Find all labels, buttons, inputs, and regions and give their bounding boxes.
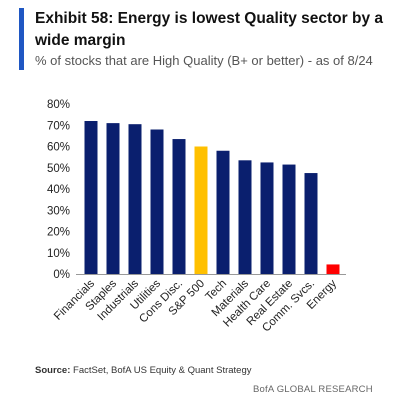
y-tick-label: 10%	[47, 248, 70, 260]
bar-real-estate	[282, 164, 296, 274]
y-tick-label: 30%	[47, 205, 70, 217]
bar-staples	[106, 123, 120, 274]
bar-cons-disc	[172, 139, 186, 274]
bar-industrials	[128, 124, 142, 274]
y-tick-label: 40%	[47, 184, 70, 196]
chart-subtitle: % of stocks that are High Quality (B+ or…	[35, 53, 373, 68]
bar-health-care	[260, 162, 274, 274]
y-tick-label: 80%	[47, 99, 70, 111]
bar-financials	[84, 121, 98, 274]
title-accent-bar	[19, 8, 24, 70]
source-label: Source:	[35, 365, 71, 376]
y-tick-label: 20%	[47, 227, 70, 239]
bar-comm-svcs	[304, 173, 318, 274]
y-tick-label: 50%	[47, 163, 70, 175]
source-text: FactSet, BofA US Equity & Quant Strategy	[70, 365, 252, 376]
bar-tech	[216, 150, 230, 274]
y-tick-label: 70%	[47, 120, 70, 132]
y-tick-label: 0%	[53, 269, 70, 281]
bar-s-p-500	[194, 146, 208, 274]
brand-footer: BofA GLOBAL RESEARCH	[253, 384, 373, 395]
source-note: Source: FactSet, BofA US Equity & Quant …	[35, 365, 252, 376]
bar-energy	[326, 264, 340, 274]
y-tick-label: 60%	[47, 142, 70, 154]
chart-title: Exhibit 58: Energy is lowest Quality sec…	[35, 10, 384, 49]
bar-materials	[238, 160, 252, 274]
bar-utilities	[150, 129, 164, 274]
